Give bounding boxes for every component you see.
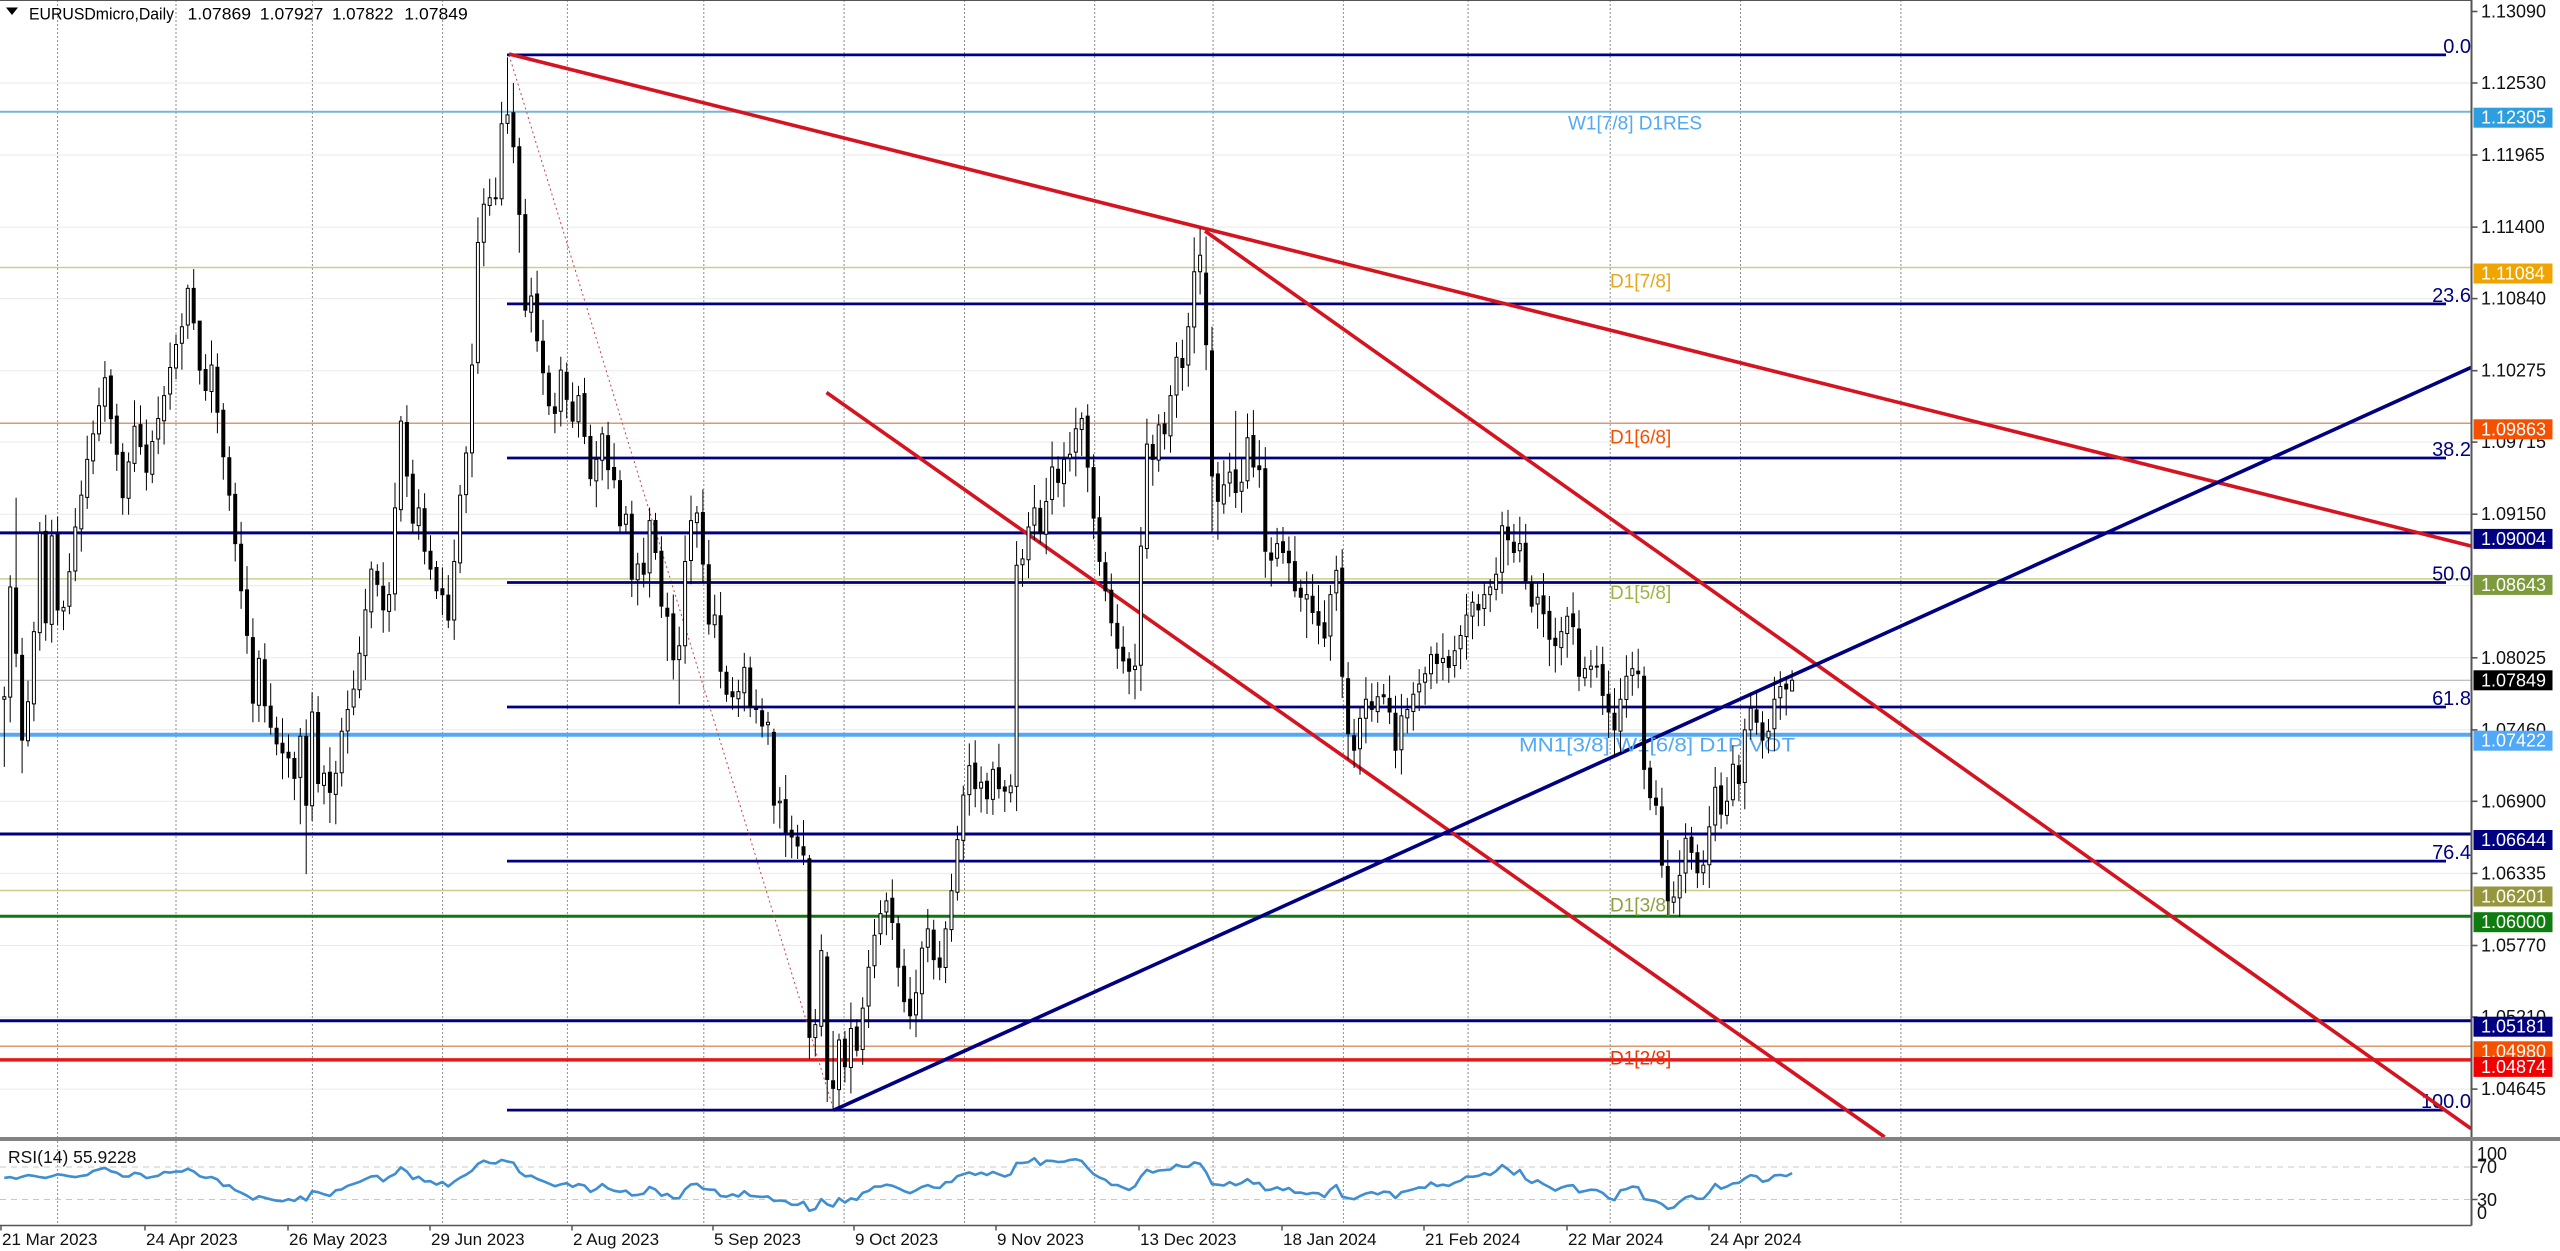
svg-text:1.04980: 1.04980: [2481, 1041, 2546, 1061]
svg-text:D1[7/8]: D1[7/8]: [1610, 272, 1671, 293]
svg-text:50.0: 50.0: [2432, 564, 2471, 586]
svg-text:D1[5/8]: D1[5/8]: [1610, 583, 1671, 604]
svg-text:1.09863: 1.09863: [2481, 419, 2546, 439]
svg-text:24 Apr 2024: 24 Apr 2024: [1710, 1230, 1802, 1249]
svg-text:18 Jan 2024: 18 Jan 2024: [1283, 1230, 1377, 1249]
svg-text:1.11084: 1.11084: [2481, 264, 2545, 284]
svg-text:1.08025: 1.08025: [2481, 648, 2546, 668]
svg-text:D1[6/8]: D1[6/8]: [1610, 427, 1671, 448]
svg-text:1.07849: 1.07849: [404, 5, 468, 24]
svg-text:EURUSDmicro,Daily: EURUSDmicro,Daily: [29, 5, 174, 24]
svg-text:1.12305: 1.12305: [2481, 108, 2546, 128]
svg-text:1.12530: 1.12530: [2481, 73, 2546, 93]
svg-text:1.11965: 1.11965: [2481, 145, 2545, 165]
svg-text:0: 0: [2477, 1203, 2487, 1223]
svg-text:1.05770: 1.05770: [2481, 936, 2546, 956]
svg-text:21 Feb 2024: 21 Feb 2024: [1425, 1230, 1520, 1249]
svg-text:61.8: 61.8: [2432, 688, 2471, 710]
svg-text:RSI(14) 55.9228: RSI(14) 55.9228: [8, 1147, 136, 1167]
svg-text:5 Sep 2023: 5 Sep 2023: [714, 1230, 801, 1249]
svg-text:D1[3/8]: D1[3/8]: [1610, 896, 1671, 917]
svg-text:1.10840: 1.10840: [2481, 289, 2546, 309]
svg-text:D1[2/8]: D1[2/8]: [1610, 1048, 1671, 1069]
svg-text:24 Apr 2023: 24 Apr 2023: [146, 1230, 238, 1249]
svg-text:1.06900: 1.06900: [2481, 791, 2546, 811]
svg-text:9 Nov 2023: 9 Nov 2023: [997, 1230, 1084, 1249]
svg-text:26 May 2023: 26 May 2023: [289, 1230, 387, 1249]
svg-text:1.07822: 1.07822: [332, 5, 393, 24]
svg-text:29 Jun 2023: 29 Jun 2023: [431, 1230, 525, 1249]
svg-text:MN1[3/8] W1[6/8] D1PIVOT: MN1[3/8] W1[6/8] D1PIVOT: [1519, 736, 1795, 757]
svg-text:13 Dec 2023: 13 Dec 2023: [1140, 1230, 1236, 1249]
svg-text:1.10275: 1.10275: [2481, 361, 2546, 381]
svg-text:21 Mar 2023: 21 Mar 2023: [2, 1230, 97, 1249]
svg-text:0.0: 0.0: [2443, 36, 2471, 58]
svg-text:9 Oct 2023: 9 Oct 2023: [855, 1230, 938, 1249]
svg-text:1.11400: 1.11400: [2481, 217, 2545, 237]
svg-text:1.04645: 1.04645: [2481, 1079, 2546, 1099]
svg-text:1.07927: 1.07927: [260, 5, 324, 24]
svg-text:76.4: 76.4: [2432, 842, 2471, 864]
svg-text:70: 70: [2477, 1157, 2497, 1177]
svg-text:1.06000: 1.06000: [2481, 912, 2546, 932]
svg-text:1.06201: 1.06201: [2481, 887, 2546, 907]
svg-text:W1[7/8] D1RES: W1[7/8] D1RES: [1568, 114, 1702, 135]
svg-text:1.09150: 1.09150: [2481, 504, 2546, 524]
svg-text:2 Aug 2023: 2 Aug 2023: [573, 1230, 659, 1249]
svg-text:1.06335: 1.06335: [2481, 863, 2546, 883]
svg-text:1.07422: 1.07422: [2481, 731, 2546, 751]
svg-text:100.0: 100.0: [2421, 1091, 2471, 1113]
svg-text:1.04874: 1.04874: [2481, 1057, 2546, 1077]
svg-text:30: 30: [2477, 1190, 2497, 1210]
svg-text:100: 100: [2477, 1144, 2507, 1164]
svg-text:1.07849: 1.07849: [2481, 670, 2546, 690]
svg-text:1.08643: 1.08643: [2481, 575, 2546, 595]
svg-text:38.2: 38.2: [2432, 439, 2471, 461]
svg-text:23.6: 23.6: [2432, 285, 2471, 307]
svg-text:1.09004: 1.09004: [2481, 529, 2546, 549]
svg-text:1.06644: 1.06644: [2481, 830, 2546, 850]
svg-text:22 Mar 2024: 22 Mar 2024: [1568, 1230, 1663, 1249]
svg-text:1.13090: 1.13090: [2481, 2, 2546, 22]
svg-text:1.05181: 1.05181: [2481, 1017, 2546, 1037]
svg-text:1.07869: 1.07869: [188, 5, 252, 24]
